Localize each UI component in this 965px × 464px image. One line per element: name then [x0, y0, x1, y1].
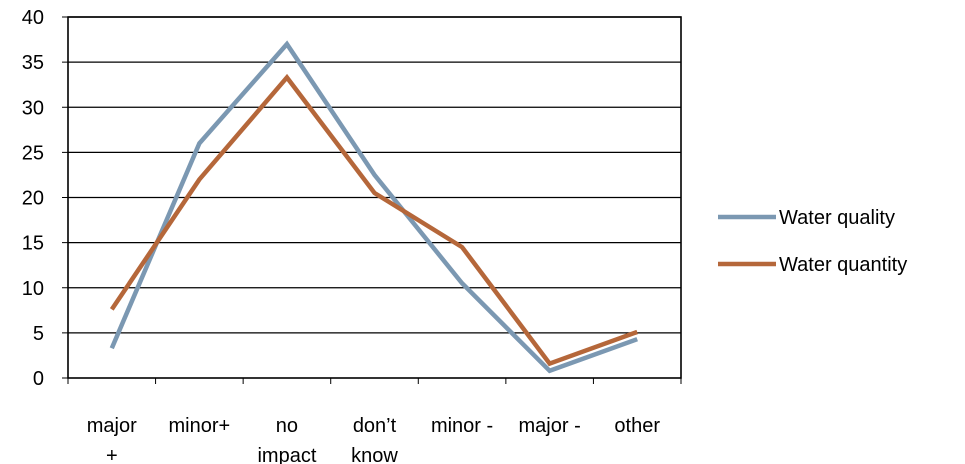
legend: Water quality Water quantity — [718, 207, 907, 276]
x-tick-label-group: minor - — [431, 415, 493, 437]
y-tick-label: 10 — [22, 278, 44, 300]
x-tick-label: impact — [257, 445, 316, 464]
y-tick-label: 35 — [22, 52, 44, 74]
legend-label: Water quantity — [779, 254, 907, 276]
y-tick-label: 20 — [22, 188, 44, 210]
legend-item: Water quality — [718, 207, 895, 229]
x-tick-label: no — [276, 415, 298, 437]
y-tick-label: 0 — [33, 368, 44, 390]
y-tick-labels: 0 5 10 15 20 25 30 35 40 — [22, 7, 44, 390]
x-tick-label-group: minor+ — [169, 415, 231, 437]
series-lines — [109, 40, 638, 374]
grid-lines — [68, 16, 681, 334]
x-tick-label: other — [614, 415, 660, 437]
x-tick-label: don’t — [353, 415, 397, 437]
x-tick-label-group: don’t know — [351, 415, 398, 464]
series-line-water-quality — [109, 40, 638, 374]
x-tick-label: + — [106, 445, 118, 464]
legend-label: Water quality — [779, 207, 895, 229]
y-tick-label: 5 — [33, 323, 44, 345]
legend-item: Water quantity — [718, 254, 907, 276]
y-tick-label: 40 — [22, 7, 44, 29]
x-tick-label-group: major + — [87, 415, 137, 464]
x-tick-label: major — [87, 415, 137, 437]
series-line-water-quantity — [109, 73, 638, 367]
plot-area-border — [67, 16, 682, 379]
x-tick-label: major - — [519, 415, 581, 437]
axes — [62, 16, 682, 384]
x-tick-label-group: major - — [519, 415, 581, 437]
y-tick-label: 30 — [22, 97, 44, 119]
x-tick-label-group: other — [614, 415, 660, 437]
x-tick-label: minor+ — [169, 415, 231, 437]
x-tick-label: know — [351, 445, 398, 464]
x-tick-label: minor - — [431, 415, 493, 437]
y-tick-label: 25 — [22, 142, 44, 164]
x-tick-labels: major + minor+ no impact don’t know minor - majo… — [87, 415, 661, 464]
y-tick-label: 15 — [22, 233, 44, 255]
x-tick-label-group: no impact — [257, 415, 316, 464]
